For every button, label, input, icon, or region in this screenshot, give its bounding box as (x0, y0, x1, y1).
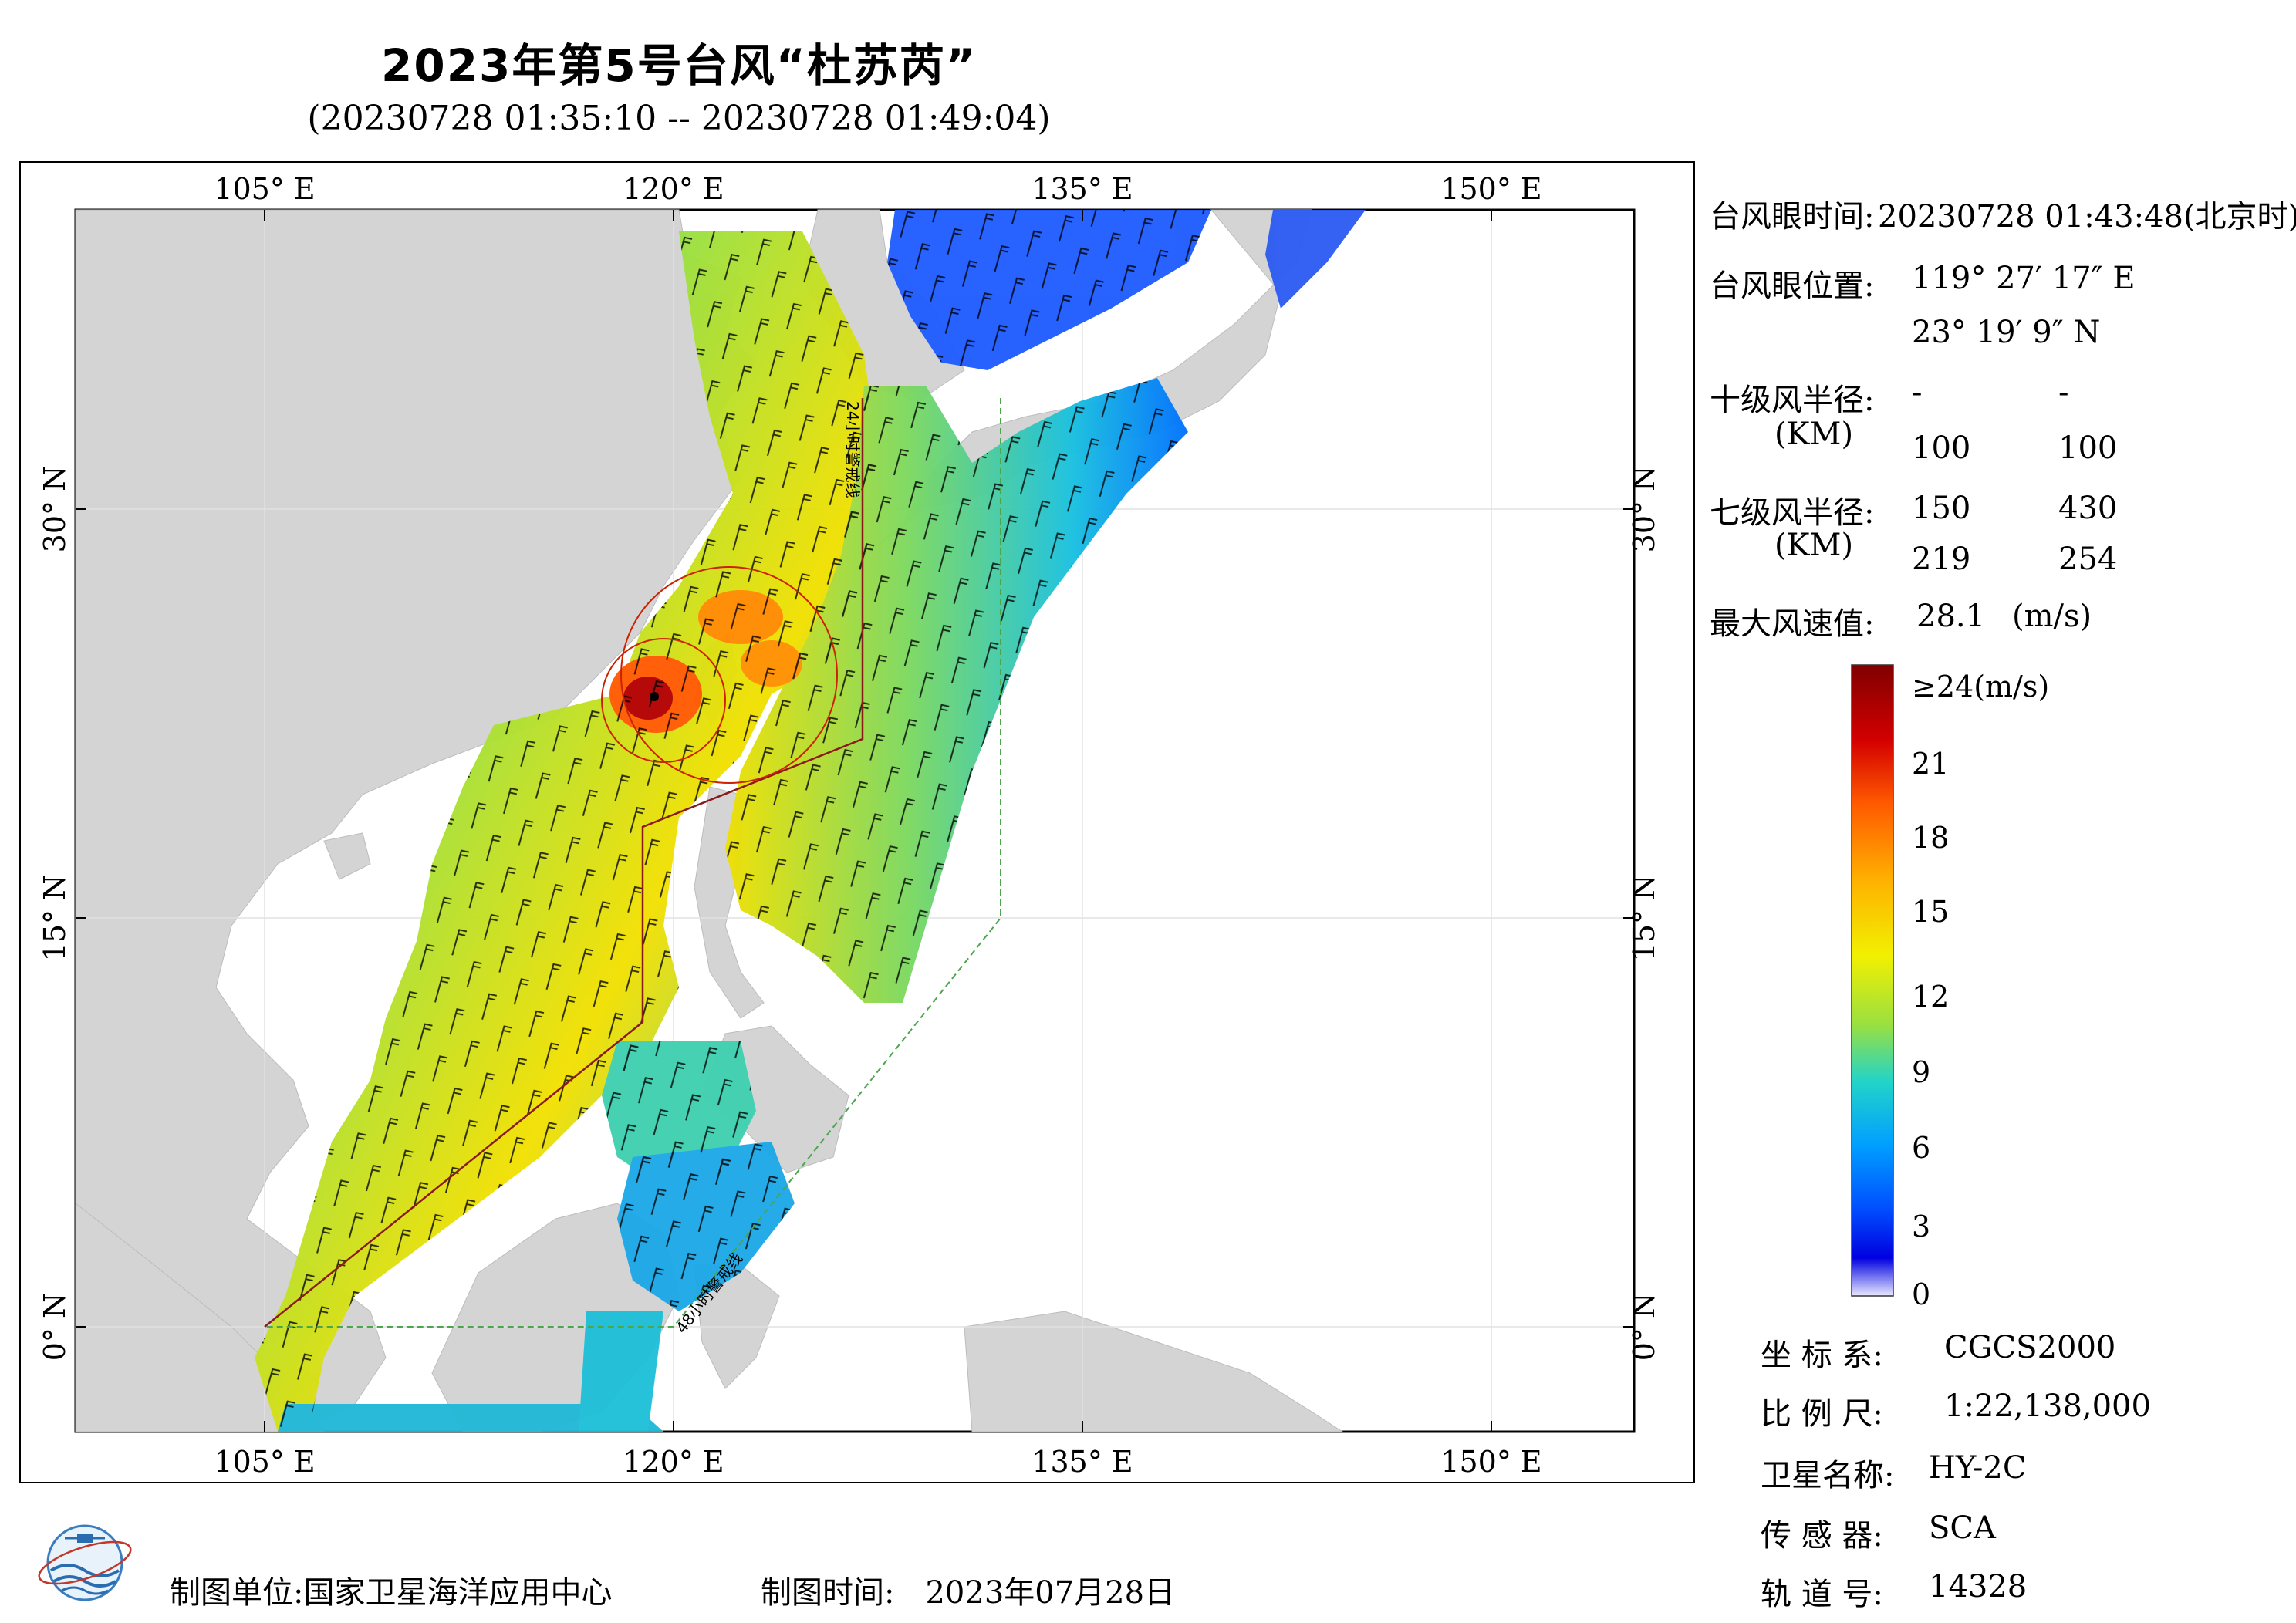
land-new-guinea (964, 1311, 1344, 1432)
r10-unit: (KM) (1774, 417, 1854, 452)
axis-ticks (76, 210, 1634, 1432)
legend-label: 18 (1912, 821, 1950, 855)
r10-label: 十级风半径: (1710, 383, 1875, 418)
crs-label: 坐 标 系: (1761, 1338, 1883, 1373)
typhoon-radius-circle-inner (601, 638, 726, 763)
eye-time-label: 台风眼时间: (1710, 199, 1875, 235)
wind-barbs (255, 210, 1211, 1432)
typhoon-radius-circle-outer (620, 566, 838, 784)
land-hainan (323, 832, 371, 880)
scale-label: 比 例 尺: (1761, 1396, 1883, 1432)
legend-label: 21 (1912, 747, 1950, 781)
r7-value: 254 (2058, 542, 2118, 577)
scale-value: 1:22,138,000 (1944, 1388, 2151, 1424)
orbit-label: 轨 道 号: (1761, 1577, 1883, 1612)
legend-label: 3 (1912, 1210, 1931, 1243)
r7-label: 七级风半径: (1710, 495, 1875, 531)
eye-time-value: 20230728 01:43:48(北京时) (1878, 199, 2296, 235)
color-legend-bar (1851, 664, 1894, 1297)
lat-right-tick-label: 15° N (1627, 875, 1661, 962)
lon-top-tick-label: 150° E (1440, 172, 1541, 206)
footer-org-label: 制图单位: (170, 1575, 304, 1611)
map-subtitle: (20230728 01:35:10 -- 20230728 01:49:04) (307, 99, 1051, 138)
lon-top-tick-label: 135° E (1032, 172, 1133, 206)
r7-value: 150 (1912, 491, 1971, 526)
swath-north-pacific (1265, 210, 1366, 309)
lon-bottom-tick-label: 150° E (1440, 1445, 1541, 1479)
swath-makassar (579, 1311, 663, 1432)
footer-date-value: 2023年07月28日 (925, 1575, 1176, 1611)
lon-bottom-tick-label: 105° E (214, 1445, 315, 1479)
satellite-label: 卫星名称: (1761, 1458, 1895, 1493)
r10-value: - (2058, 375, 2069, 410)
eye-longitude: 119° 27′ 17″ E (1912, 261, 2136, 296)
max-wind-value: 28.1 (1916, 599, 1986, 634)
lat-left-tick-label: 30° N (38, 466, 72, 553)
tick-labels: 105° E 120° E 135° E 150° E 105° E 120° … (38, 172, 1661, 1479)
lon-top-tick-label: 105° E (214, 172, 315, 206)
lat-right-tick-label: 0° N (1627, 1293, 1661, 1361)
lat-left-tick-label: 0° N (38, 1293, 72, 1361)
legend-label: 9 (1912, 1055, 1931, 1089)
sensor-value: SCA (1929, 1510, 1996, 1546)
legend-label-min: 0 (1912, 1277, 1931, 1311)
max-wind-unit: (m/s) (2012, 599, 2092, 634)
r10-value: - (1912, 375, 1923, 410)
warning-line-48h (265, 398, 1001, 1328)
lat-right-tick-label: 30° N (1627, 466, 1661, 553)
typhoon-eye-marker (650, 692, 659, 701)
sensor-label: 传 感 器: (1761, 1518, 1883, 1554)
r7-value: 219 (1912, 542, 1971, 577)
outer-frame (19, 161, 1695, 1483)
satellite-value: HY-2C (1929, 1450, 2027, 1486)
eye-latitude: 23° 19′ 9″ N (1912, 315, 2101, 350)
warning-line-24h (264, 398, 864, 1328)
eye-position-label: 台风眼位置: (1710, 268, 1875, 304)
legend-label: 12 (1912, 980, 1950, 1014)
footer-date: 制图时间: 2023年07月28日 (761, 1567, 1175, 1612)
r7-value: 430 (2058, 491, 2118, 526)
swath-java (278, 1404, 663, 1432)
footer-date-label: 制图时间: (761, 1575, 895, 1611)
map-title: 2023年第5号台风“杜苏芮” (380, 39, 977, 92)
r7-unit: (KM) (1774, 528, 1854, 563)
legend-label: 15 (1912, 895, 1950, 929)
legend-label: 6 (1912, 1131, 1931, 1165)
orbit-value: 14328 (1929, 1569, 2028, 1604)
lon-top-tick-label: 120° E (623, 172, 724, 206)
map-content (75, 209, 1634, 1432)
r10-value: 100 (2058, 430, 2118, 466)
lat-left-tick-label: 15° N (38, 875, 72, 962)
footer-org: 制图单位:国家卫星海洋应用中心 (170, 1567, 612, 1612)
nsoas-logo (38, 1524, 132, 1601)
lon-bottom-tick-label: 135° E (1032, 1445, 1133, 1479)
r10-value: 100 (1912, 430, 1971, 466)
lon-bottom-tick-label: 120° E (623, 1445, 724, 1479)
warning-line-24h-label: 24小时警戒线 (843, 401, 862, 498)
crs-value: CGCS2000 (1944, 1330, 2116, 1365)
max-wind-label: 最大风速值: (1710, 606, 1875, 642)
legend-label-max: ≥24(m/s) (1912, 670, 2050, 704)
footer-org-value: 国家卫星海洋应用中心 (303, 1575, 613, 1611)
